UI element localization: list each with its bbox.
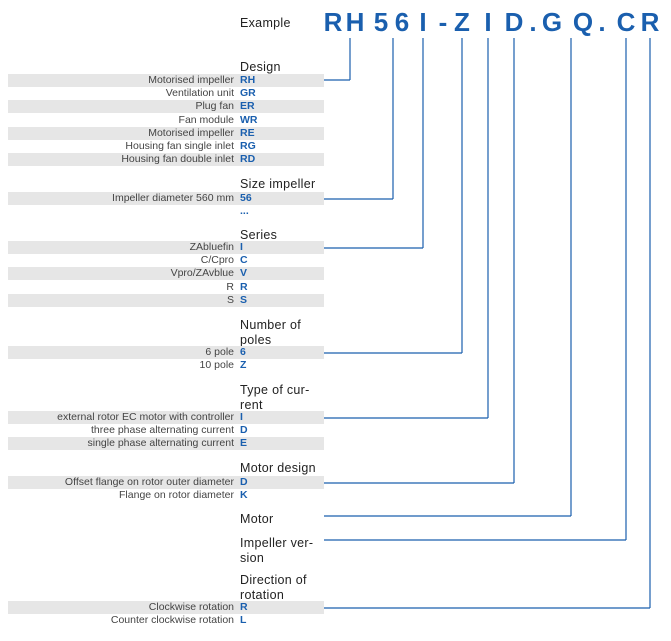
section-heading: Type of cur- [240,383,310,397]
option-code: RE [240,126,255,139]
option-code: R [240,280,248,293]
option-label: Clockwise rotation [148,601,234,613]
option-label: Counter clockwise rotation [110,614,234,627]
section-heading: Number of [240,318,302,332]
section-heading: sion [240,551,265,565]
option-row: Counter clockwise rotation L [8,614,324,627]
option-label: R [226,280,234,293]
option-row: Impeller diameter 560 mm 56 [8,192,324,205]
section-heading: Size impeller [240,177,316,191]
code-char: R [640,7,660,37]
option-code: E [240,437,248,450]
option-row: Fan module WR [8,114,324,127]
option-row: Vpro/ZAvblue V [8,267,324,281]
option-label: Housing fan double inlet [121,153,234,166]
section-heading: Motor [240,512,274,526]
code-char: 5 [373,7,389,37]
section-heading: Direction of [240,573,307,587]
option-label: external rotor EC motor with controller [57,411,234,423]
option-code: S [240,293,248,306]
code-char: G [541,7,563,37]
option-label: Ventilation unit [165,87,234,100]
code-char: I [484,7,492,37]
option-row: Housing fan single inlet RG [8,140,324,153]
option-row: Offset flange on rotor outer diameter D [8,476,324,489]
section-heading: rent [240,398,263,412]
code-char: C [616,7,636,37]
option-code: RD [240,153,256,166]
option-label: Housing fan single inlet [125,140,234,152]
section-heading: Design [240,60,281,74]
option-label: three phase alternating current [90,424,234,437]
option-label: Impeller diameter 560 mm [112,192,234,204]
example-label: Example [240,16,291,30]
code-char: - [438,7,448,37]
code-char: . [598,7,606,37]
option-row: 6 pole 6 [8,346,324,359]
code-char: Z [454,7,470,37]
option-code: D [240,476,248,488]
option-row: ... [8,205,324,218]
code-char: Q [572,7,594,37]
option-row: ZAbluefin I [8,241,324,254]
option-row: Motorised impeller RE [8,126,324,140]
option-code: I [240,411,243,423]
option-row: Housing fan double inlet RD [8,153,324,167]
option-row: three phase alternating current D [8,424,324,437]
option-code: C [240,254,248,267]
option-label: Offset flange on rotor outer diameter [64,476,234,488]
option-row: Clockwise rotation R [8,601,324,614]
option-code: GR [240,87,256,100]
option-code: RG [240,140,256,152]
option-label: 10 pole [199,359,234,372]
option-code: Z [240,359,247,372]
option-row: Flange on rotor diameter K [8,489,324,502]
section-heading: Impeller ver- [240,536,314,550]
option-label: Motorised impeller [148,126,234,139]
option-label: C/Cpro [200,254,234,267]
option-label: S [226,293,234,306]
option-code: R [240,601,248,613]
option-row: Motorised impeller RH [8,74,324,87]
option-code: ER [240,100,255,113]
option-row: external rotor EC motor with controller I [8,411,324,424]
code-char: D [504,7,524,37]
option-row: C/Cpro C [8,254,324,267]
option-code: L [240,614,247,627]
option-label: single phase alternating current [87,437,234,450]
option-code: I [240,241,243,253]
option-code: K [240,489,248,502]
option-row: 10 pole Z [8,359,324,372]
option-code: RH [240,74,256,86]
section-heading: Motor design [240,461,316,475]
option-label: Vpro/ZAvblue [170,267,234,280]
option-label: ZAbluefin [189,241,234,253]
option-row: Plug fan ER [8,100,324,114]
section-heading: poles [240,333,272,347]
option-label: Plug fan [195,100,234,113]
option-row: single phase alternating current E [8,437,324,451]
code-char: H [345,7,365,37]
section-heading: rotation [240,588,285,602]
option-row: Ventilation unit GR [8,87,324,100]
option-code: D [240,424,248,437]
code-char: . [529,7,537,37]
option-code: ... [240,205,249,218]
option-code: 56 [240,192,252,204]
option-code: 6 [240,346,246,358]
option-label: 6 pole [205,346,234,358]
option-code: V [240,267,248,280]
option-label: Flange on rotor diameter [119,489,234,502]
option-label: Motorised impeller [148,74,234,86]
option-label: Fan module [178,113,234,126]
section-heading: Series [240,228,278,242]
code-char: R [323,7,343,37]
code-char: 6 [394,7,410,37]
option-code: WR [240,113,258,126]
code-char: I [419,7,427,37]
